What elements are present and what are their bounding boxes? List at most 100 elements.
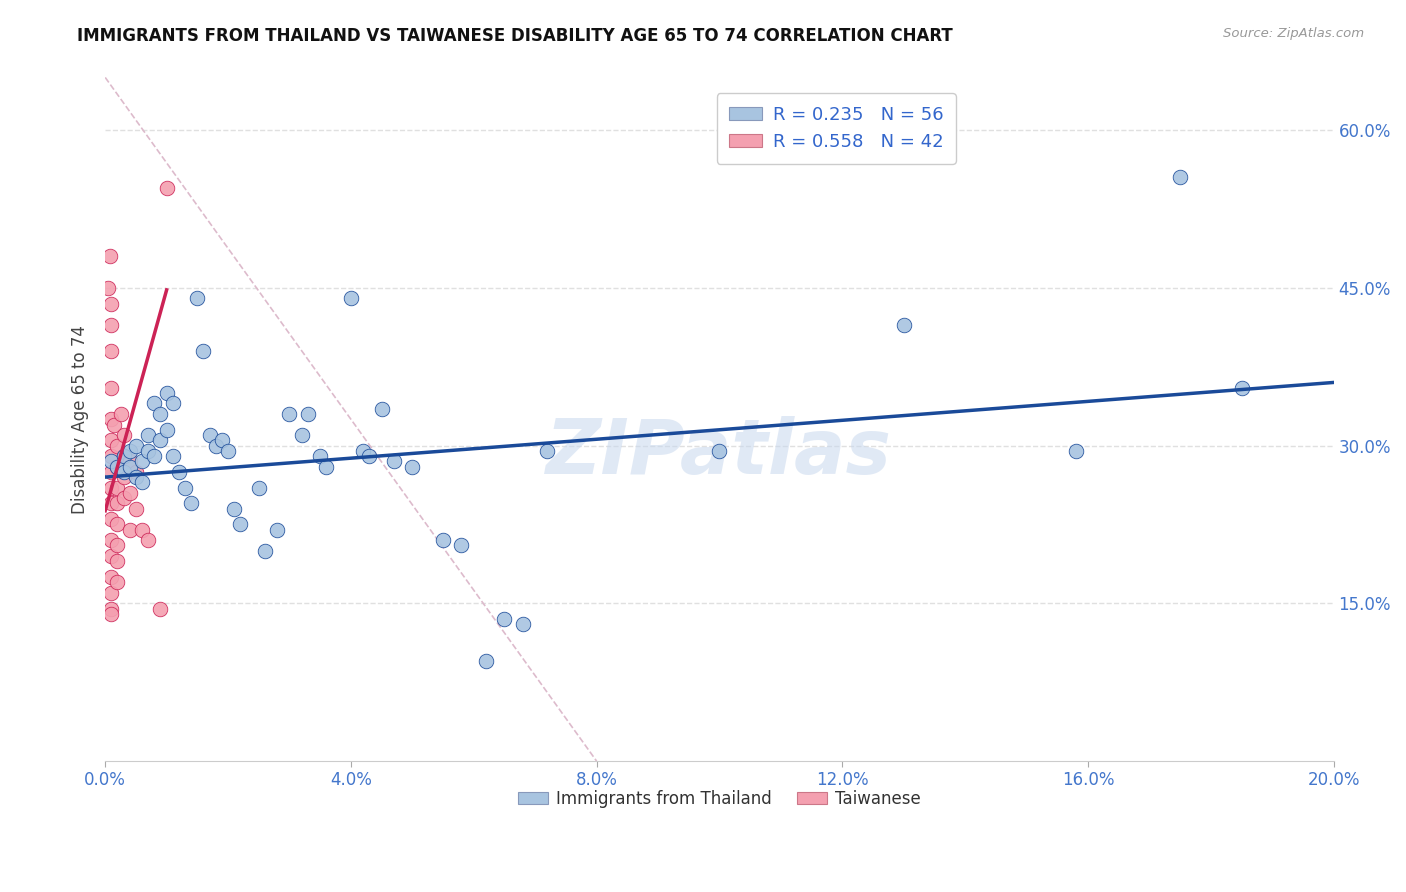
Point [266,523,288,537]
Point [112,428,135,442]
Point [112,449,135,463]
Text: ZIPatlas: ZIPatlas [547,417,893,491]
Point [100,454,122,468]
Point [107,496,129,510]
Point [118,443,141,458]
Point [100,465,122,479]
Point [100,496,122,510]
Point [156,181,179,195]
Point [149,407,172,421]
Point [297,407,319,421]
Point [1230,381,1253,395]
Point [143,396,166,410]
Point [193,343,215,358]
Point [100,318,122,332]
Point [247,481,270,495]
Point [131,454,153,468]
Point [125,501,148,516]
Point [432,533,454,548]
Point [359,449,381,463]
Point [118,454,141,468]
Point [107,575,129,590]
Point [98,249,121,263]
Point [162,449,184,463]
Point [512,617,534,632]
Point [118,459,141,474]
Point [100,481,122,495]
Point [450,539,472,553]
Point [100,412,122,426]
Point [893,318,915,332]
Point [136,428,159,442]
Point [112,449,135,463]
Point [118,486,141,500]
Point [125,465,148,479]
Point [224,501,246,516]
Text: Source: ZipAtlas.com: Source: ZipAtlas.com [1223,27,1364,40]
Point [100,549,122,563]
Point [253,543,276,558]
Point [100,601,122,615]
Point [229,517,252,532]
Point [149,601,172,615]
Point [110,407,132,421]
Point [278,407,301,421]
Point [125,438,148,452]
Point [1168,170,1191,185]
Point [494,612,516,626]
Point [107,459,129,474]
Point [131,523,153,537]
Point [211,434,233,448]
Point [103,417,125,432]
Point [156,423,179,437]
Point [198,428,221,442]
Point [100,434,122,448]
Point [107,539,129,553]
Point [217,443,239,458]
Point [107,517,129,532]
Point [309,449,332,463]
Point [162,396,184,410]
Point [167,465,190,479]
Point [100,381,122,395]
Point [100,586,122,600]
Point [1064,443,1087,458]
Legend: Immigrants from Thailand, Taiwanese: Immigrants from Thailand, Taiwanese [512,783,928,814]
Point [100,512,122,526]
Point [149,434,172,448]
Point [97,281,120,295]
Point [475,654,498,668]
Point [100,570,122,584]
Point [100,607,122,621]
Point [107,481,129,495]
Point [291,428,314,442]
Point [143,449,166,463]
Point [340,291,363,305]
Text: IMMIGRANTS FROM THAILAND VS TAIWANESE DISABILITY AGE 65 TO 74 CORRELATION CHART: IMMIGRANTS FROM THAILAND VS TAIWANESE DI… [77,27,953,45]
Point [118,523,141,537]
Point [112,491,135,505]
Point [709,443,731,458]
Point [131,475,153,490]
Point [112,470,135,484]
Point [370,401,392,416]
Point [125,470,148,484]
Point [180,496,202,510]
Point [136,533,159,548]
Point [382,454,405,468]
Y-axis label: Disability Age 65 to 74: Disability Age 65 to 74 [72,325,89,514]
Point [107,459,129,474]
Point [174,481,197,495]
Point [136,443,159,458]
Point [107,438,129,452]
Point [100,533,122,548]
Point [315,459,337,474]
Point [156,386,179,401]
Point [100,296,122,310]
Point [186,291,208,305]
Point [401,459,423,474]
Point [100,343,122,358]
Point [204,438,226,452]
Point [352,443,374,458]
Point [107,554,129,568]
